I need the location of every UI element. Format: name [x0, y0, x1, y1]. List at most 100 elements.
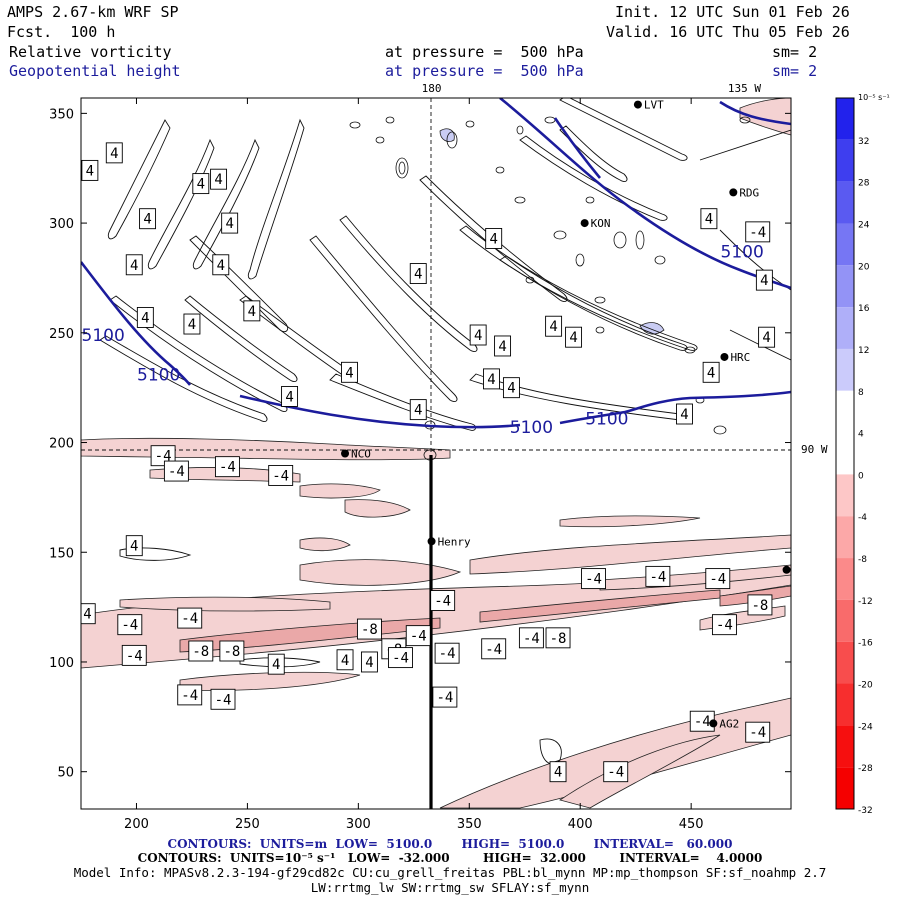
plot-frame: [80, 97, 792, 810]
contour-label-box: [139, 208, 157, 230]
contour-label-box: [243, 300, 261, 322]
contour-label-box: [219, 640, 245, 662]
meridian-lines: [81, 98, 791, 455]
contour-label-box: [81, 603, 96, 625]
contour-label-text: -4: [392, 651, 409, 667]
contour-label-box: [388, 647, 413, 669]
contour-label-text: -4: [219, 460, 236, 476]
station-label: NCO: [351, 448, 371, 461]
station-label: KON: [591, 217, 611, 230]
vorticity-contour-label: -4: [432, 686, 458, 708]
colorbar-tick-label: 16: [858, 304, 870, 314]
x-tick-label: 350: [457, 817, 482, 832]
contour-label-text: 4: [197, 177, 205, 193]
contour-label-text: 4: [365, 655, 373, 671]
contour-label-box: [645, 565, 671, 587]
vorticity-contour-label: 4: [81, 159, 99, 181]
contour-label-text: 4: [414, 403, 422, 419]
contour-label-text: 4: [141, 310, 149, 326]
colorbar-block: [836, 767, 854, 809]
meridian-label: 90 W: [801, 443, 828, 456]
station-dot-icon: [633, 100, 642, 109]
contour-label-box: [105, 142, 123, 164]
station-marker: [782, 565, 791, 574]
colorbar-block: [836, 181, 854, 224]
colorbar-tick-label: 8: [858, 388, 864, 398]
colorbar: 32 28 24 20 16 12 8 4 0 -4 -8 -12 -16 -20 -24 -28 -32 10…: [835, 93, 890, 816]
vorticity-contour-label: -4: [268, 464, 294, 486]
footer-height-contours: CONTOURS: UNITS=m LOW= 5100.0 HIGH= 5100…: [167, 837, 733, 851]
station-label: LVT: [644, 99, 664, 112]
contour-label-box: [210, 168, 228, 190]
colorbar-frame: [835, 97, 855, 810]
contour-label-text: -4: [434, 594, 451, 610]
vorticity-contour-label: 4: [549, 761, 567, 783]
vorticity-contour-label: -8: [219, 640, 245, 662]
contour-label-box: [192, 173, 210, 195]
station-layer: LVT RDG KON HRC NCO Henry AG2: [341, 99, 791, 730]
field-geopotential: Geopotential height: [9, 62, 181, 80]
vorticity-contour-label: 4: [281, 385, 299, 407]
contour-label-box: [117, 614, 143, 636]
contour-label-box: [268, 464, 294, 486]
colorbar-tick-label: -32: [858, 806, 873, 816]
x-tick-label: 200: [124, 817, 149, 832]
contour-label-text: -4: [272, 468, 289, 484]
station-label: HRC: [730, 351, 750, 364]
positive-vorticity-patches: [439, 128, 665, 335]
vorticity-contour-label: -4: [117, 614, 143, 636]
contour-label-box: [481, 638, 507, 660]
station-marker: NCO: [341, 448, 371, 461]
vorticity-contour-label: 4: [221, 212, 239, 234]
contour-label-text: 4: [217, 258, 225, 274]
contour-label-text: -4: [523, 631, 540, 647]
contour-label-text: 4: [248, 304, 256, 320]
vorticity-contour-label: -4: [210, 688, 236, 710]
vorticity-contour-label: -4: [434, 642, 460, 664]
vorticity-contour-label: 4: [212, 254, 230, 276]
y-tick-label: 250: [49, 327, 74, 342]
station-marker: AG2: [709, 717, 739, 730]
contour-label-text: -4: [410, 629, 427, 645]
contour-label-box: [747, 594, 773, 616]
contour-label-text: 4: [214, 172, 222, 188]
contour-label-text: 4: [341, 653, 349, 669]
y-tick-label: 150: [49, 546, 74, 561]
vorticity-contour-label: -4: [705, 568, 731, 590]
vorticity-contour-label: 4: [494, 335, 512, 357]
colorbar-block: [836, 390, 854, 433]
colorbar-block: [836, 307, 854, 349]
contour-label-text: -8: [550, 631, 567, 647]
positive-contours: [99, 98, 791, 765]
colorbar-tick-label: 4: [858, 430, 864, 440]
colorbar-tick-label: 24: [858, 220, 870, 230]
contour-label-text: -4: [749, 225, 766, 241]
contour-label-text: -8: [752, 598, 769, 614]
geopotential-contours: [81, 98, 791, 429]
header-init: Init. 12 UTC Sun 01 Feb 26: [615, 3, 850, 21]
contour-label-box: [700, 208, 718, 230]
contour-label-text: 4: [760, 273, 768, 289]
colorbar-unit: 10⁻⁵ s⁻¹: [858, 93, 890, 102]
vorticity-contour-label: -4: [177, 607, 203, 629]
vorticity-contour-label: -8: [545, 627, 571, 649]
contour-label-text: 4: [487, 372, 495, 388]
contour-label-text: 4: [130, 539, 138, 555]
height-contour-label: 5100: [137, 366, 180, 386]
contour-label-text: 4: [762, 330, 770, 346]
contour-label-box: [136, 306, 154, 328]
height-contour-label: 5100: [585, 409, 628, 429]
colorbar-tick-label: -12: [858, 597, 873, 607]
contour-label-box: [676, 403, 693, 425]
meridian-label: 135 W: [728, 82, 761, 95]
contour-label-box: [81, 159, 99, 181]
contour-label-text: -4: [649, 569, 666, 585]
vorticity-contour-label: -4: [121, 644, 147, 666]
vorticity-contour-label: -4: [581, 568, 606, 590]
vorticity-contour-label: 4: [360, 651, 378, 673]
vorticity-contour-label: 4: [409, 263, 427, 285]
contour-label-text: 4: [474, 328, 482, 344]
contour-label-box: [125, 254, 143, 276]
contour-label-text: -4: [436, 690, 453, 706]
vorticity-contour-label: 4: [409, 399, 427, 421]
